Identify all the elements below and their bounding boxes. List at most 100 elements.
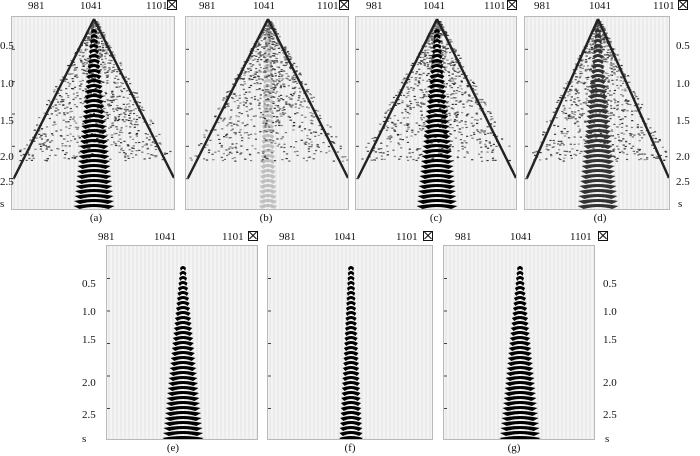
event-mark xyxy=(88,117,91,119)
wavelet-chevron xyxy=(503,396,537,401)
event-mark xyxy=(480,129,483,131)
event-mark xyxy=(585,92,588,94)
event-mark xyxy=(555,152,559,154)
event-mark xyxy=(411,62,414,65)
event-mark xyxy=(591,113,595,115)
event-mark xyxy=(437,33,440,35)
event-mark xyxy=(45,139,49,142)
event-mark xyxy=(447,119,450,122)
event-mark xyxy=(607,79,610,81)
event-mark xyxy=(406,104,409,106)
wavelet-chevron xyxy=(346,296,356,301)
event-mark xyxy=(277,66,280,68)
event-mark xyxy=(336,151,339,153)
event-mark xyxy=(283,70,286,72)
event-mark xyxy=(579,54,582,57)
event-mark xyxy=(398,103,401,105)
event-mark xyxy=(34,148,37,150)
event-mark xyxy=(564,117,567,119)
event-mark xyxy=(652,134,655,137)
event-mark xyxy=(626,110,629,112)
event-mark xyxy=(82,52,85,54)
event-mark xyxy=(259,54,262,56)
event-mark xyxy=(621,150,624,152)
event-mark xyxy=(573,101,577,104)
event-mark xyxy=(109,99,112,102)
event-mark xyxy=(296,82,299,84)
wavelet-chevron xyxy=(584,139,612,144)
event-mark xyxy=(410,76,413,78)
event-mark xyxy=(256,82,259,84)
event-mark xyxy=(95,31,99,33)
event-mark xyxy=(595,112,598,114)
boxed-x-icon xyxy=(423,231,433,241)
event-mark xyxy=(111,124,114,126)
event-mark xyxy=(586,104,589,107)
event-mark xyxy=(609,64,612,66)
event-mark xyxy=(254,133,257,135)
event-mark xyxy=(83,97,86,99)
event-mark xyxy=(281,74,284,76)
event-mark xyxy=(286,78,289,80)
event-mark xyxy=(476,119,479,121)
event-mark xyxy=(254,46,258,48)
event-mark xyxy=(295,71,298,73)
event-mark xyxy=(87,36,90,38)
event-mark xyxy=(60,96,63,98)
event-mark xyxy=(244,102,247,104)
event-mark xyxy=(563,128,566,130)
event-mark xyxy=(267,29,270,31)
right-moveout xyxy=(435,18,516,179)
event-mark xyxy=(616,109,619,111)
event-mark xyxy=(291,87,295,89)
event-mark xyxy=(465,115,468,117)
y-tick-1.0: 1.0 xyxy=(0,78,14,90)
event-mark xyxy=(222,119,226,121)
event-mark xyxy=(214,151,217,153)
wavelet-chevron xyxy=(345,306,357,311)
x-tick-1101: 1101 xyxy=(653,0,675,12)
event-mark xyxy=(442,94,446,96)
event-mark xyxy=(418,128,422,130)
event-mark xyxy=(578,130,582,132)
event-mark xyxy=(623,109,626,111)
event-mark xyxy=(280,70,283,72)
event-mark xyxy=(78,152,81,154)
event-mark xyxy=(443,119,446,121)
event-mark xyxy=(451,60,454,62)
event-mark xyxy=(599,21,602,23)
event-mark xyxy=(265,107,269,109)
event-mark xyxy=(388,138,392,140)
event-mark xyxy=(632,91,635,93)
event-mark xyxy=(265,33,268,35)
event-mark xyxy=(378,130,381,132)
event-mark xyxy=(584,59,588,61)
event-mark xyxy=(93,42,96,44)
event-mark xyxy=(560,130,563,133)
event-mark xyxy=(636,126,640,128)
event-mark xyxy=(111,122,114,124)
event-mark xyxy=(278,75,281,77)
event-mark xyxy=(399,155,402,158)
wavelet-chevron xyxy=(86,74,102,79)
event-mark xyxy=(453,130,456,132)
event-mark xyxy=(131,138,135,140)
wavelet-chevron xyxy=(515,276,525,281)
event-mark xyxy=(613,73,616,75)
event-mark xyxy=(429,36,432,38)
event-mark xyxy=(391,122,394,124)
event-mark xyxy=(135,150,138,152)
wavelet-chevron xyxy=(259,184,277,189)
event-mark xyxy=(306,135,309,137)
event-mark xyxy=(285,95,288,97)
event-mark xyxy=(570,85,574,87)
event-mark xyxy=(263,61,266,63)
event-mark xyxy=(396,134,400,136)
event-mark xyxy=(285,102,288,104)
event-mark xyxy=(463,77,466,79)
event-mark xyxy=(614,137,617,139)
event-mark xyxy=(97,57,101,60)
event-mark xyxy=(617,148,620,150)
event-mark xyxy=(366,150,370,152)
event-mark xyxy=(272,87,275,89)
